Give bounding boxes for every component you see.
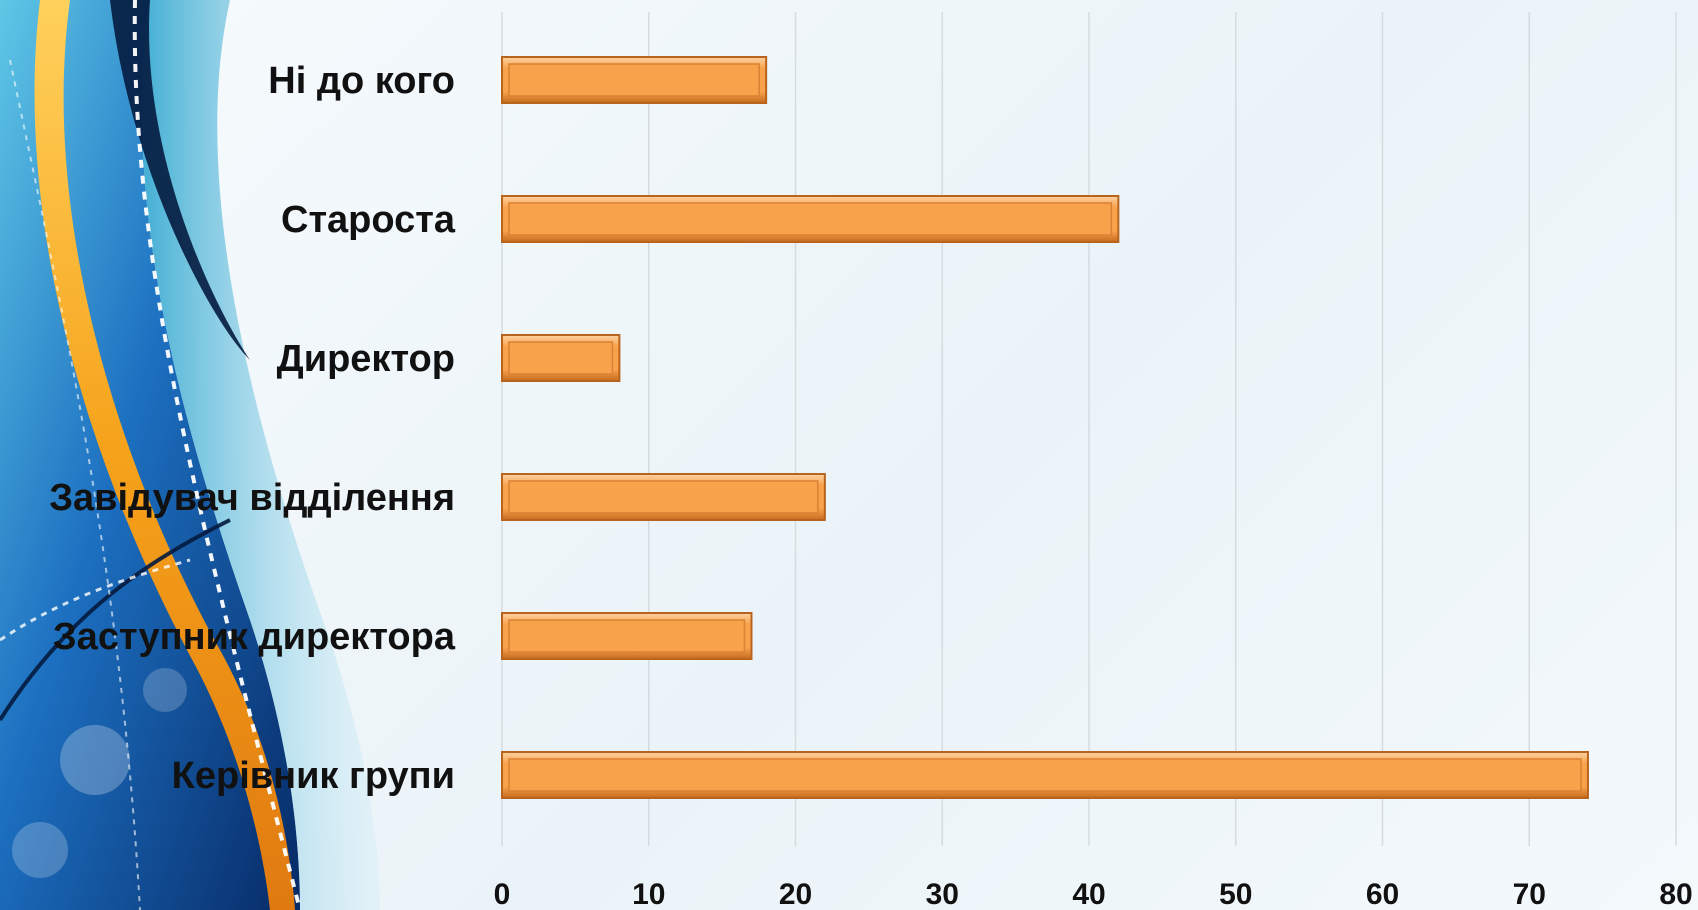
x-tick-label: 70 — [1513, 878, 1546, 910]
decor-teal-sweep — [142, 0, 380, 910]
decor-bubble-1 — [60, 725, 130, 795]
bar-face — [508, 202, 1113, 236]
x-tick-label: 50 — [1219, 878, 1252, 910]
bar — [501, 195, 1120, 243]
category-labels: Ні до кого Староста Директор Завідувач відд… — [49, 60, 456, 797]
x-tick-label: 60 — [1366, 878, 1399, 910]
x-tick-label: 40 — [1072, 878, 1105, 910]
decor-dashed-line-2 — [0, 558, 191, 642]
decor-orange-ribbon — [34, 0, 295, 910]
bar-face — [508, 63, 760, 97]
category-label: Ні до кого — [268, 60, 455, 102]
bar-face — [508, 341, 614, 375]
x-tick-label: 80 — [1659, 878, 1692, 910]
category-label: Завідувач відділення — [49, 477, 455, 519]
x-axis-tick-labels: 0 10 20 30 40 50 60 70 80 — [494, 878, 1693, 910]
decor-bubble-2 — [143, 668, 187, 712]
bar — [501, 751, 1589, 799]
bars — [501, 56, 1589, 799]
bar — [501, 56, 768, 104]
x-tick-label: 30 — [926, 878, 959, 910]
category-label: Заступник директора — [53, 616, 456, 658]
category-label: Директор — [277, 338, 455, 380]
x-tick-label: 20 — [779, 878, 812, 910]
bar-face — [508, 619, 746, 653]
bar-face — [508, 480, 819, 514]
bar — [501, 473, 826, 521]
category-label: Староста — [281, 199, 456, 241]
decor-bubble-3 — [12, 822, 68, 878]
decor-dashed-line-1 — [132, 0, 302, 910]
decor-dark-band — [110, 0, 250, 360]
decor-dark-curve — [0, 518, 231, 722]
category-label: Керівник групи — [172, 755, 455, 797]
bar — [501, 334, 621, 382]
bar-face — [508, 758, 1582, 792]
x-tick-label: 10 — [632, 878, 665, 910]
x-tick-label: 0 — [494, 878, 511, 910]
gridlines — [501, 12, 1677, 846]
bar — [501, 612, 753, 660]
